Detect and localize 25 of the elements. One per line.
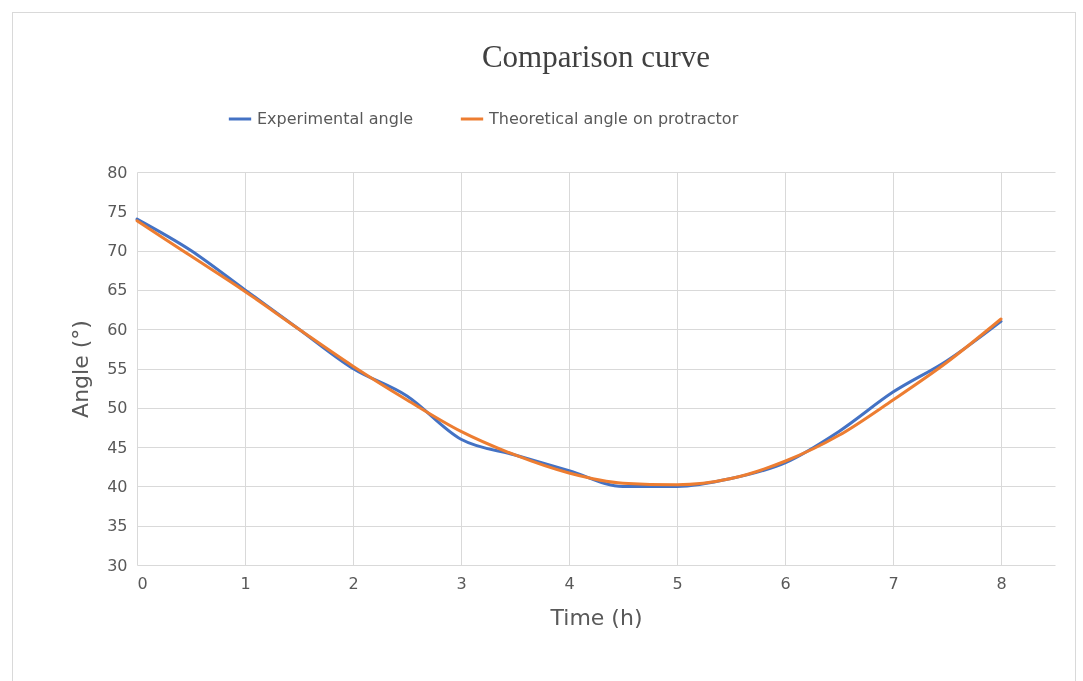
y-tick-label: 35 — [107, 516, 128, 536]
y-tick-label: 45 — [107, 437, 128, 457]
x-tick-label: 6 — [780, 573, 791, 593]
x-tick-label: 7 — [888, 573, 899, 593]
x-tick-label: 1 — [240, 573, 251, 593]
x-tick-label: 5 — [672, 573, 683, 593]
y-tick-label: 50 — [107, 398, 128, 418]
y-tick-label: 60 — [107, 319, 128, 339]
y-tick-label: 70 — [107, 241, 128, 261]
x-tick-label: 2 — [348, 573, 359, 593]
x-tick-label: 4 — [564, 573, 575, 593]
legend-label: Experimental angle — [257, 109, 414, 128]
chart-title: Comparison curve — [481, 39, 711, 74]
y-tick-label: 75 — [107, 201, 128, 221]
x-axis-title: Time (h) — [549, 604, 643, 630]
legend-label: Theoretical angle on protractor — [488, 109, 739, 128]
x-tick-label: 3 — [456, 573, 467, 593]
x-tick-label: 0 — [137, 573, 148, 593]
y-tick-label: 80 — [107, 162, 128, 182]
y-axis-title: Angle (°) — [68, 320, 94, 418]
y-tick-label: 55 — [107, 359, 128, 378]
y-tick-label: 65 — [107, 280, 128, 300]
y-tick-label: 30 — [107, 555, 128, 575]
x-tick-label: 8 — [996, 573, 1007, 593]
y-tick-label: 40 — [107, 476, 128, 496]
